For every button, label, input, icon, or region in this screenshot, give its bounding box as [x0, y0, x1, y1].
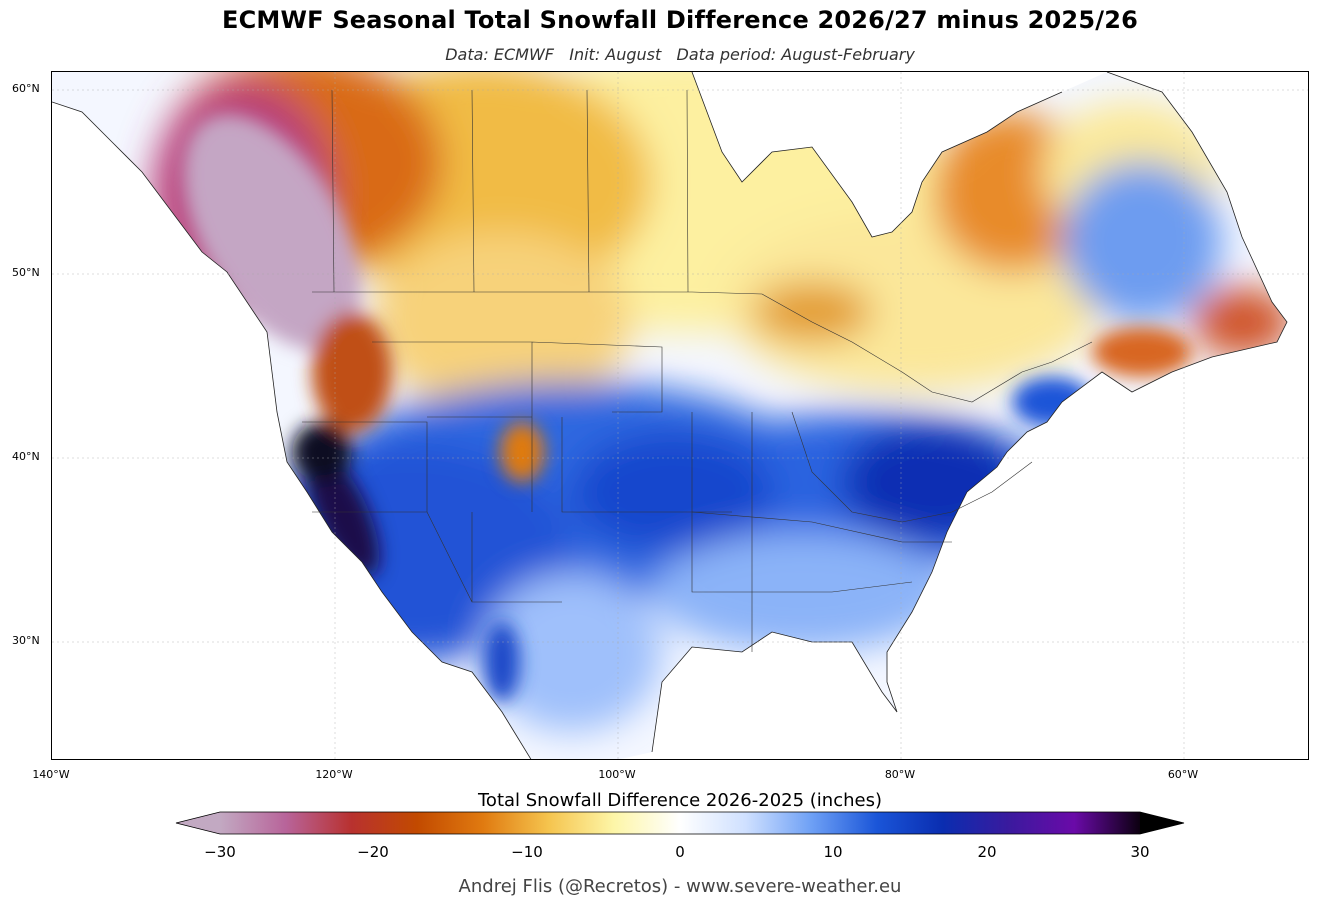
colorbar-tick: −30	[204, 843, 236, 861]
colorbar-tick: −20	[357, 843, 389, 861]
lat-label-50n: 50°N	[12, 266, 40, 279]
page-title: ECMWF Seasonal Total Snowfall Difference…	[222, 6, 1138, 34]
credit-line: Andrej Flis (@Recretos) - www.severe-wea…	[458, 876, 902, 897]
colorbar-extend-max	[1140, 812, 1184, 834]
page-subtitle: Data: ECMWF Init: August Data period: Au…	[445, 45, 915, 64]
lon-label-120w: 120°W	[315, 768, 353, 781]
lat-label-40n: 40°N	[12, 450, 40, 463]
lat-label-60n: 60°N	[12, 82, 40, 95]
colorbar-tick: 0	[675, 843, 685, 861]
colorbar	[175, 811, 1185, 835]
lon-label-60w: 60°W	[1167, 768, 1199, 781]
colorbar-gradient	[220, 812, 1140, 834]
lon-label-100w: 100°W	[598, 768, 636, 781]
map-panel	[51, 71, 1309, 760]
colorbar-tick: 10	[823, 843, 843, 861]
colorbar-tick: 30	[1130, 843, 1150, 861]
colorbar-tick: 20	[977, 843, 997, 861]
colorbar-extend-min	[176, 812, 220, 834]
colorbar-tick: −10	[511, 843, 543, 861]
lat-label-30n: 30°N	[12, 634, 40, 647]
lon-label-140w: 140°W	[32, 768, 70, 781]
snowfall-map	[52, 72, 1308, 759]
coastline	[52, 72, 1288, 759]
colorbar-label: Total Snowfall Difference 2026-2025 (inc…	[478, 790, 882, 811]
political-borders	[302, 89, 1093, 652]
lon-label-80w: 80°W	[884, 768, 916, 781]
